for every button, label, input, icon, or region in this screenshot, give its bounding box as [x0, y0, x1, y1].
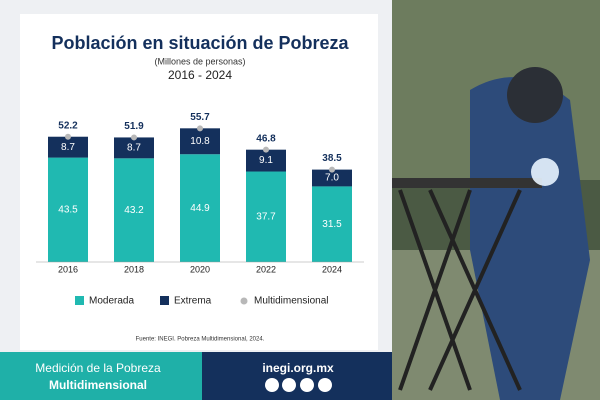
legend-label: Moderada [89, 296, 134, 307]
legend-label: Multidimensional [254, 296, 328, 307]
segment-label: 8.7 [61, 142, 75, 153]
total-label: 51.9 [124, 121, 144, 132]
bar-segment [114, 137, 154, 159]
bar-segment [246, 171, 286, 262]
bar-segment [48, 136, 88, 158]
social-icons [265, 378, 332, 392]
total-label: 38.5 [322, 153, 342, 164]
segment-label: 43.2 [124, 205, 144, 216]
legend-label: Extrema [174, 296, 212, 307]
total-label: 52.2 [58, 120, 78, 131]
chart-subtitle: (Millones de personas) [154, 56, 245, 66]
banner-right [202, 352, 392, 400]
legend-swatch [160, 296, 169, 305]
photo [392, 0, 600, 400]
segment-label: 43.5 [58, 204, 78, 215]
legend-swatch [75, 296, 84, 305]
bar-segment [312, 186, 352, 262]
bar-segment [48, 157, 88, 262]
x-tick-label: 2022 [256, 264, 276, 274]
source: Fuente: INEGI. Pobreza Multidimensional,… [136, 337, 265, 343]
banner-line1: Medición de la Pobreza [35, 361, 161, 375]
bar-segment [246, 149, 286, 172]
total-label: 55.7 [190, 112, 210, 123]
segment-label: 10.8 [190, 136, 210, 147]
banner-line2: Multidimensional [49, 378, 147, 392]
chart-title: Población en situación de Pobreza [51, 33, 349, 53]
total-dot [65, 133, 71, 140]
total-dot [263, 146, 269, 153]
chart-period: 2016 - 2024 [168, 68, 232, 82]
x-tick-label: 2024 [322, 264, 342, 274]
bar-segment [312, 169, 352, 187]
total-dot [329, 166, 335, 173]
segment-label: 31.5 [322, 219, 342, 230]
banner-url: inegi.org.mx [262, 361, 334, 375]
x-tick-label: 2018 [124, 264, 144, 274]
total-dot [131, 134, 137, 141]
segment-label: 7.0 [325, 173, 339, 184]
segment-label: 8.7 [127, 143, 141, 154]
segment-label: 44.9 [190, 203, 210, 214]
banner-left [0, 352, 202, 400]
total-dot [197, 125, 203, 132]
x-tick-label: 2016 [58, 264, 78, 274]
bar-segment [180, 154, 220, 262]
total-label: 46.8 [256, 133, 276, 144]
segment-label: 9.1 [259, 155, 273, 166]
bar-segment [180, 128, 220, 155]
segment-label: 37.7 [256, 211, 276, 222]
legend-swatch [240, 297, 248, 305]
x-tick-label: 2020 [190, 264, 210, 274]
bar-segment [114, 158, 154, 262]
